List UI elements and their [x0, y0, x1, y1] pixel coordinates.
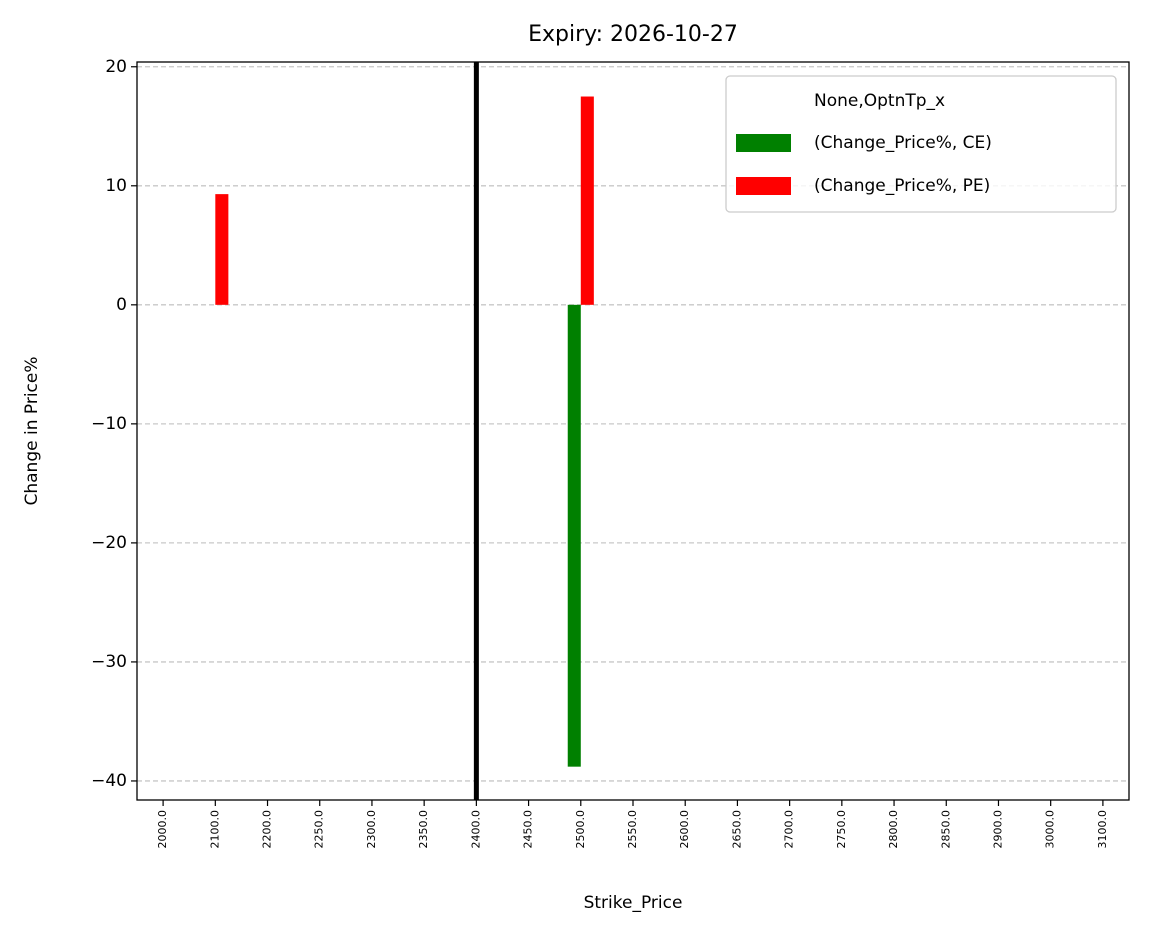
bar: [215, 194, 229, 305]
x-tick-label: 2300.0: [365, 810, 378, 849]
x-tick-label: 2600.0: [678, 810, 691, 849]
x-tick-label: 3100.0: [1096, 810, 1109, 849]
x-tick-label: 2500.0: [574, 810, 587, 849]
x-tick-label: 2400.0: [469, 810, 482, 849]
y-tick-label: 10: [105, 176, 127, 196]
x-tick-label: 2350.0: [417, 810, 430, 849]
x-tick-label: 2700.0: [783, 810, 796, 849]
legend-label: (Change_Price%, CE): [814, 133, 992, 153]
x-tick-label: 2850.0: [939, 810, 952, 849]
chart-title: Expiry: 2026-10-27: [528, 22, 738, 47]
x-tick-label: 2450.0: [522, 810, 535, 849]
y-tick-label: −40: [91, 771, 127, 791]
x-tick-label: 3000.0: [1044, 810, 1057, 849]
bar: [580, 96, 594, 305]
y-tick-label: −30: [91, 652, 127, 672]
x-tick-label: 2900.0: [991, 810, 1004, 849]
x-tick-label: 2800.0: [887, 810, 900, 849]
x-tick-label: 2250.0: [313, 810, 326, 849]
x-axis-label: Strike_Price: [584, 893, 683, 913]
x-tick-label: 2650.0: [730, 810, 743, 849]
x-tick-label: 2750.0: [835, 810, 848, 849]
x-tick-label: 2550.0: [626, 810, 639, 849]
legend-label: (Change_Price%, PE): [814, 176, 990, 196]
y-tick-label: −20: [91, 533, 127, 553]
x-tick-label: 2000.0: [156, 810, 169, 849]
y-tick-label: 0: [116, 295, 127, 315]
x-tick-label: 2100.0: [208, 810, 221, 849]
legend-title: None,OptnTp_x: [814, 91, 945, 111]
plot-frame: [136, 61, 1130, 801]
bar: [567, 304, 581, 767]
legend: None,OptnTp_x (Change_Price%, CE) (Change_…: [725, 75, 1117, 213]
legend-swatch: [736, 134, 791, 152]
y-tick-label: −10: [91, 414, 127, 434]
y-axis-label: Change in Price%: [22, 356, 42, 505]
x-tick-label: 2200.0: [261, 810, 274, 849]
y-tick-label: 20: [105, 57, 127, 77]
legend-box: [725, 75, 1117, 213]
legend-swatch: [736, 177, 791, 195]
